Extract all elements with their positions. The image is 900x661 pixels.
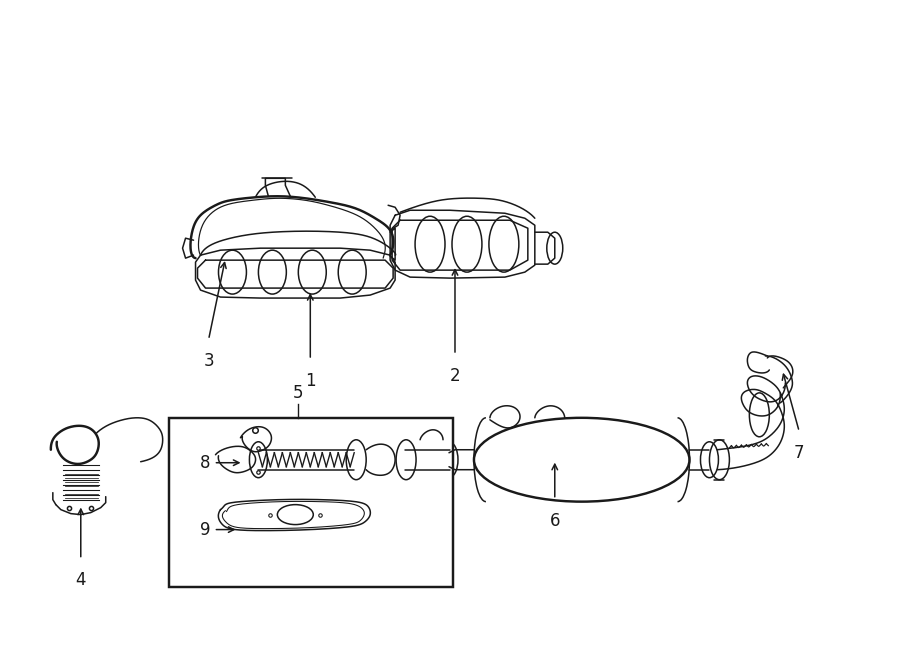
Text: 2: 2 [450, 367, 460, 385]
Text: 6: 6 [550, 512, 560, 529]
Text: 1: 1 [305, 372, 316, 390]
Text: 8: 8 [200, 453, 211, 472]
Text: 5: 5 [293, 384, 303, 402]
Text: 7: 7 [794, 444, 805, 462]
Text: 9: 9 [200, 521, 211, 539]
Text: 3: 3 [203, 352, 214, 370]
Text: 4: 4 [76, 572, 86, 590]
Bar [168, 418, 453, 588]
